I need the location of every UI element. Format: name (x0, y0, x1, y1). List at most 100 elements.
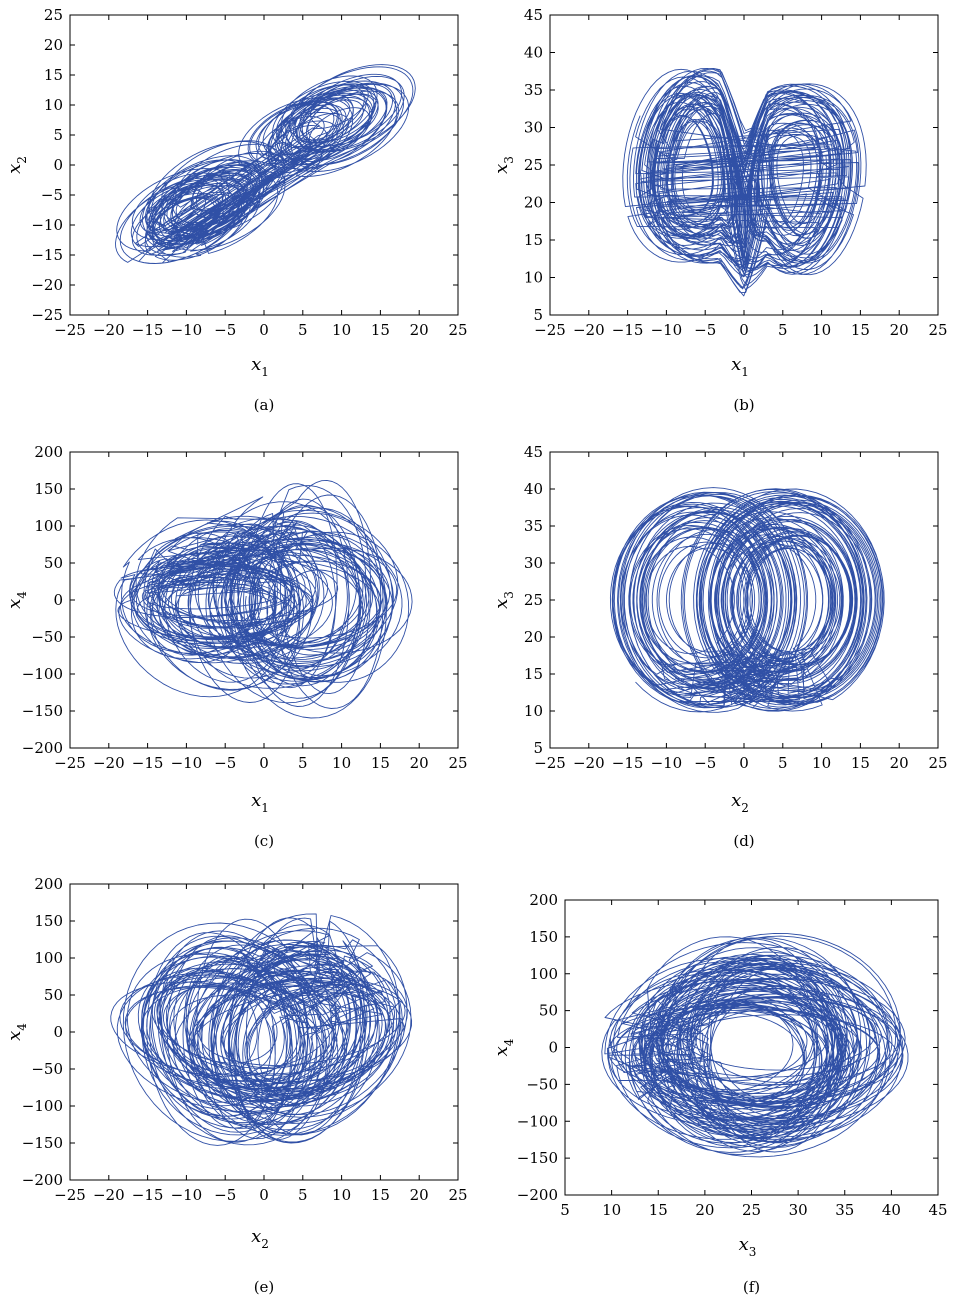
y-tick-label: 15 (524, 231, 543, 249)
x-tick-label: 40 (882, 1201, 901, 1219)
y-tick-label: 25 (524, 156, 543, 174)
x-tick-label: −15 (132, 1186, 164, 1204)
x-tick-label: 35 (835, 1201, 854, 1219)
y-tick-label: 45 (524, 6, 543, 24)
subplot-caption: (f) (743, 1278, 760, 1296)
x-tick-label: 30 (789, 1201, 808, 1219)
x-tick-label: 25 (448, 321, 467, 339)
y-tick-label: 45 (524, 443, 543, 461)
x-tick-label: −5 (694, 754, 716, 772)
x-tick-label: 0 (259, 1186, 269, 1204)
y-axis-label: x2 (4, 156, 29, 174)
y-tick-label: −25 (31, 306, 63, 324)
x-tick-label: 15 (371, 754, 390, 772)
x-tick-label: 25 (742, 1201, 761, 1219)
x-tick-label: 10 (332, 321, 351, 339)
y-tick-label: 200 (34, 875, 63, 893)
x-tick-label: 5 (298, 1186, 308, 1204)
y-tick-label: 200 (34, 443, 63, 461)
subplot-e: −25 −20 −15 −10 −5 0 5 10 15 20 25−200−150−100−500… (4, 875, 468, 1296)
x-tick-label: 20 (890, 754, 909, 772)
y-axis-label: x3 (491, 156, 516, 174)
x-tick-label: 45 (928, 1201, 947, 1219)
y-tick-label: 35 (524, 81, 543, 99)
y-tick-label: −100 (22, 665, 63, 683)
x-tick-label: −5 (214, 1186, 236, 1204)
x-axis-label: x1 (731, 354, 749, 379)
y-tick-label: 100 (34, 949, 63, 967)
x-tick-label: −25 (54, 1186, 86, 1204)
x-tick-label: −20 (93, 1186, 125, 1204)
x-axis-label: x3 (739, 1234, 757, 1259)
x-axis-label: x2 (731, 790, 749, 815)
y-tick-label: −10 (31, 216, 63, 234)
y-tick-label: 50 (44, 986, 63, 1004)
y-tick-label: 5 (53, 126, 63, 144)
y-tick-label: 0 (53, 1023, 63, 1041)
subplot-c: −25 −20 −15 −10 −5 0 5 10 15 20 25−200−150−100−500… (4, 443, 468, 850)
x-tick-label: 25 (928, 321, 947, 339)
x-tick-label: 25 (928, 754, 947, 772)
y-tick-label: −150 (22, 702, 63, 720)
y-tick-label: 5 (533, 306, 543, 324)
y-tick-label: −200 (22, 739, 63, 757)
x-tick-label: −10 (171, 754, 203, 772)
x-tick-label: 5 (298, 321, 308, 339)
x-tick-label: 0 (739, 754, 749, 772)
x-tick-label: 15 (851, 321, 870, 339)
subplot-b: −25 −20 −15 −10 −5 0 5 10 15 20 25 5 10 15 20 25 30 35 40 4… (491, 6, 948, 414)
x-axis-label: x1 (251, 790, 269, 815)
x-tick-label: 15 (649, 1201, 668, 1219)
y-tick-label: −150 (517, 1149, 558, 1167)
x-tick-label: 20 (410, 1186, 429, 1204)
trajectory-line (110, 913, 413, 1146)
x-tick-label: 10 (332, 1186, 351, 1204)
trajectory-line (113, 479, 413, 719)
x-tick-label: −15 (132, 321, 164, 339)
trajectory-line (601, 932, 909, 1158)
y-tick-label: 50 (539, 1002, 558, 1020)
x-tick-label: 15 (851, 754, 870, 772)
x-tick-label: 5 (778, 754, 788, 772)
x-tick-label: 10 (602, 1201, 621, 1219)
x-tick-label: 20 (890, 321, 909, 339)
x-tick-label: 10 (812, 321, 831, 339)
y-tick-label: −200 (22, 1171, 63, 1189)
x-tick-label: −25 (54, 321, 86, 339)
x-tick-label: 25 (448, 1186, 467, 1204)
x-tick-label: −20 (93, 321, 125, 339)
y-axis-label: x3 (491, 591, 516, 609)
subplot-a: −25 −20 −15 −10 −5 0 5 10 15 20 25 −25 −20 −15 −10 −5 0 5… (4, 6, 468, 414)
x-tick-label: −5 (694, 321, 716, 339)
y-tick-label: 10 (524, 702, 543, 720)
x-tick-label: −5 (214, 754, 236, 772)
x-tick-label: 15 (371, 1186, 390, 1204)
x-tick-label: 25 (448, 754, 467, 772)
x-tick-label: −15 (132, 754, 164, 772)
x-tick-label: 20 (695, 1201, 714, 1219)
y-tick-label: 25 (44, 6, 63, 24)
x-tick-label: 0 (259, 754, 269, 772)
y-tick-label: −100 (22, 1097, 63, 1115)
y-tick-label: 0 (53, 156, 63, 174)
x-tick-label: −10 (651, 321, 683, 339)
x-tick-label: 15 (371, 321, 390, 339)
subplot-caption: (e) (254, 1278, 275, 1296)
y-tick-label: 10 (524, 269, 543, 287)
x-tick-label: −20 (573, 321, 605, 339)
subplot-d: −25 −20 −15 −10 −5 0 5 10 15 20 25 5 10 15 20 25 30 35 40 4… (491, 443, 948, 850)
x-tick-label: −25 (534, 321, 566, 339)
x-tick-label: 10 (332, 754, 351, 772)
y-tick-label: 20 (44, 36, 63, 54)
y-tick-label: 20 (524, 194, 543, 212)
x-tick-label: −20 (93, 754, 125, 772)
y-tick-label: −50 (526, 1075, 558, 1093)
y-tick-label: −150 (22, 1134, 63, 1152)
x-tick-label: −5 (214, 321, 236, 339)
y-tick-label: −200 (517, 1186, 558, 1204)
y-tick-label: 40 (524, 44, 543, 62)
x-tick-label: 10 (812, 754, 831, 772)
x-tick-label: −10 (171, 321, 203, 339)
y-tick-label: 30 (524, 119, 543, 137)
y-tick-label: 15 (44, 66, 63, 84)
